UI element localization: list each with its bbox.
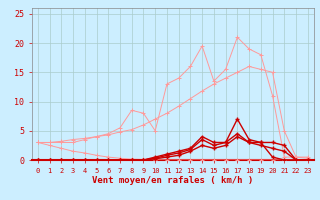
X-axis label: Vent moyen/en rafales ( km/h ): Vent moyen/en rafales ( km/h ) <box>92 176 253 185</box>
